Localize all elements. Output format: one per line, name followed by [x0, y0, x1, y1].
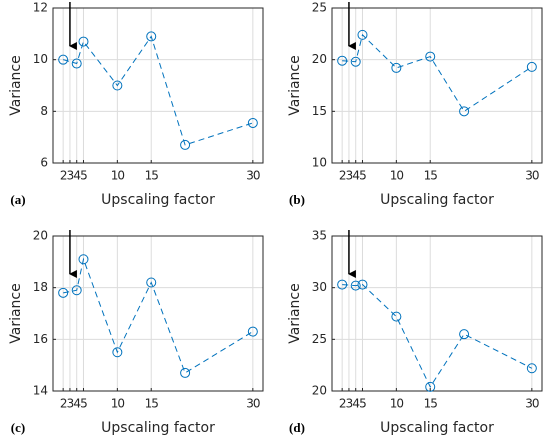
panel-label: (a) [10, 192, 25, 207]
marker [78, 36, 89, 47]
marker [78, 254, 89, 265]
axes-frame [331, 7, 543, 164]
axes-frame [52, 235, 264, 392]
marker [459, 329, 470, 340]
y-tick-label: 20 [33, 229, 48, 243]
y-tick-label: 15 [312, 104, 327, 118]
line [63, 257, 254, 374]
x-axis-label: Upscaling factor [101, 420, 215, 436]
marker [112, 347, 123, 358]
y-tick-label: 18 [33, 280, 48, 294]
x-tick-label: 2 [60, 169, 67, 183]
marker [112, 80, 123, 91]
line [342, 33, 533, 113]
line [342, 284, 533, 388]
marker [247, 117, 258, 128]
x-tick-label: 4 [352, 169, 359, 183]
y-tick-label: 10 [312, 156, 327, 170]
marker [357, 29, 368, 40]
x-tick-label: 5 [80, 169, 87, 183]
y-axis-label: Variance [287, 283, 303, 343]
panel-label: (d) [289, 420, 305, 435]
x-axis-label: Upscaling factor [380, 192, 494, 208]
marker [58, 54, 69, 65]
y-tick-label: 10 [33, 52, 48, 66]
marker [180, 367, 191, 378]
y-axis-label: Variance [8, 55, 24, 115]
y-tick-label: 20 [312, 384, 327, 398]
x-tick-label: 30 [525, 169, 539, 183]
x-tick-label: 4 [352, 397, 359, 411]
marker [71, 285, 82, 296]
x-tick-label: 2 [60, 397, 67, 411]
marker [391, 62, 402, 73]
marker [357, 279, 368, 290]
y-tick-label: 16 [33, 332, 48, 346]
marker [146, 31, 157, 42]
x-tick-label: 2 [339, 169, 346, 183]
x-tick-label: 3 [346, 397, 353, 411]
x-tick-label: 10 [390, 169, 404, 183]
marker [350, 56, 361, 67]
x-tick-label: 10 [111, 169, 125, 183]
y-tick-label: 35 [312, 229, 327, 243]
y-axis-label: Variance [287, 55, 303, 115]
x-tick-label: 15 [145, 169, 159, 183]
x-tick-label: 30 [525, 397, 539, 411]
x-tick-label: 4 [73, 169, 80, 183]
marker [337, 55, 348, 66]
axes-frame [331, 235, 543, 392]
x-tick-label: 5 [359, 397, 366, 411]
y-tick-label: 14 [33, 384, 48, 398]
marker [71, 58, 82, 69]
x-tick-label: 3 [346, 169, 353, 183]
x-tick-label: 3 [67, 397, 74, 411]
marker [146, 277, 157, 288]
y-tick-label: 12 [33, 1, 48, 15]
x-tick-label: 15 [424, 169, 438, 183]
x-tick-label: 10 [111, 397, 125, 411]
y-tick-label: 25 [312, 1, 327, 15]
marker [459, 106, 470, 117]
marker [180, 139, 191, 150]
y-tick-label: 6 [40, 156, 48, 170]
x-tick-label: 2 [339, 397, 346, 411]
panel-label: (b) [289, 192, 305, 207]
x-axis-label: Upscaling factor [380, 420, 494, 436]
x-tick-label: 10 [390, 397, 404, 411]
axes-frame [52, 7, 264, 164]
y-tick-label: 20 [312, 52, 327, 66]
marker [247, 326, 258, 337]
marker [350, 280, 361, 291]
line [63, 35, 253, 146]
y-tick-label: 25 [312, 332, 327, 346]
y-axis-label: Variance [8, 283, 24, 343]
x-axis-label: Upscaling factor [101, 192, 215, 208]
x-tick-label: 15 [145, 397, 159, 411]
panel-label: (c) [11, 420, 25, 435]
marker [58, 287, 69, 298]
x-tick-label: 15 [424, 397, 438, 411]
marker [526, 363, 537, 374]
x-tick-label: 30 [246, 169, 260, 183]
marker [425, 381, 436, 392]
y-tick-label: 8 [40, 104, 48, 118]
marker [526, 61, 537, 72]
marker [425, 51, 436, 62]
marker [391, 311, 402, 322]
x-tick-label: 4 [73, 397, 80, 411]
x-tick-label: 30 [246, 397, 260, 411]
x-tick-label: 5 [359, 169, 366, 183]
x-tick-label: 5 [80, 397, 87, 411]
y-tick-label: 30 [312, 280, 327, 294]
marker [337, 279, 348, 290]
x-tick-label: 3 [67, 169, 74, 183]
